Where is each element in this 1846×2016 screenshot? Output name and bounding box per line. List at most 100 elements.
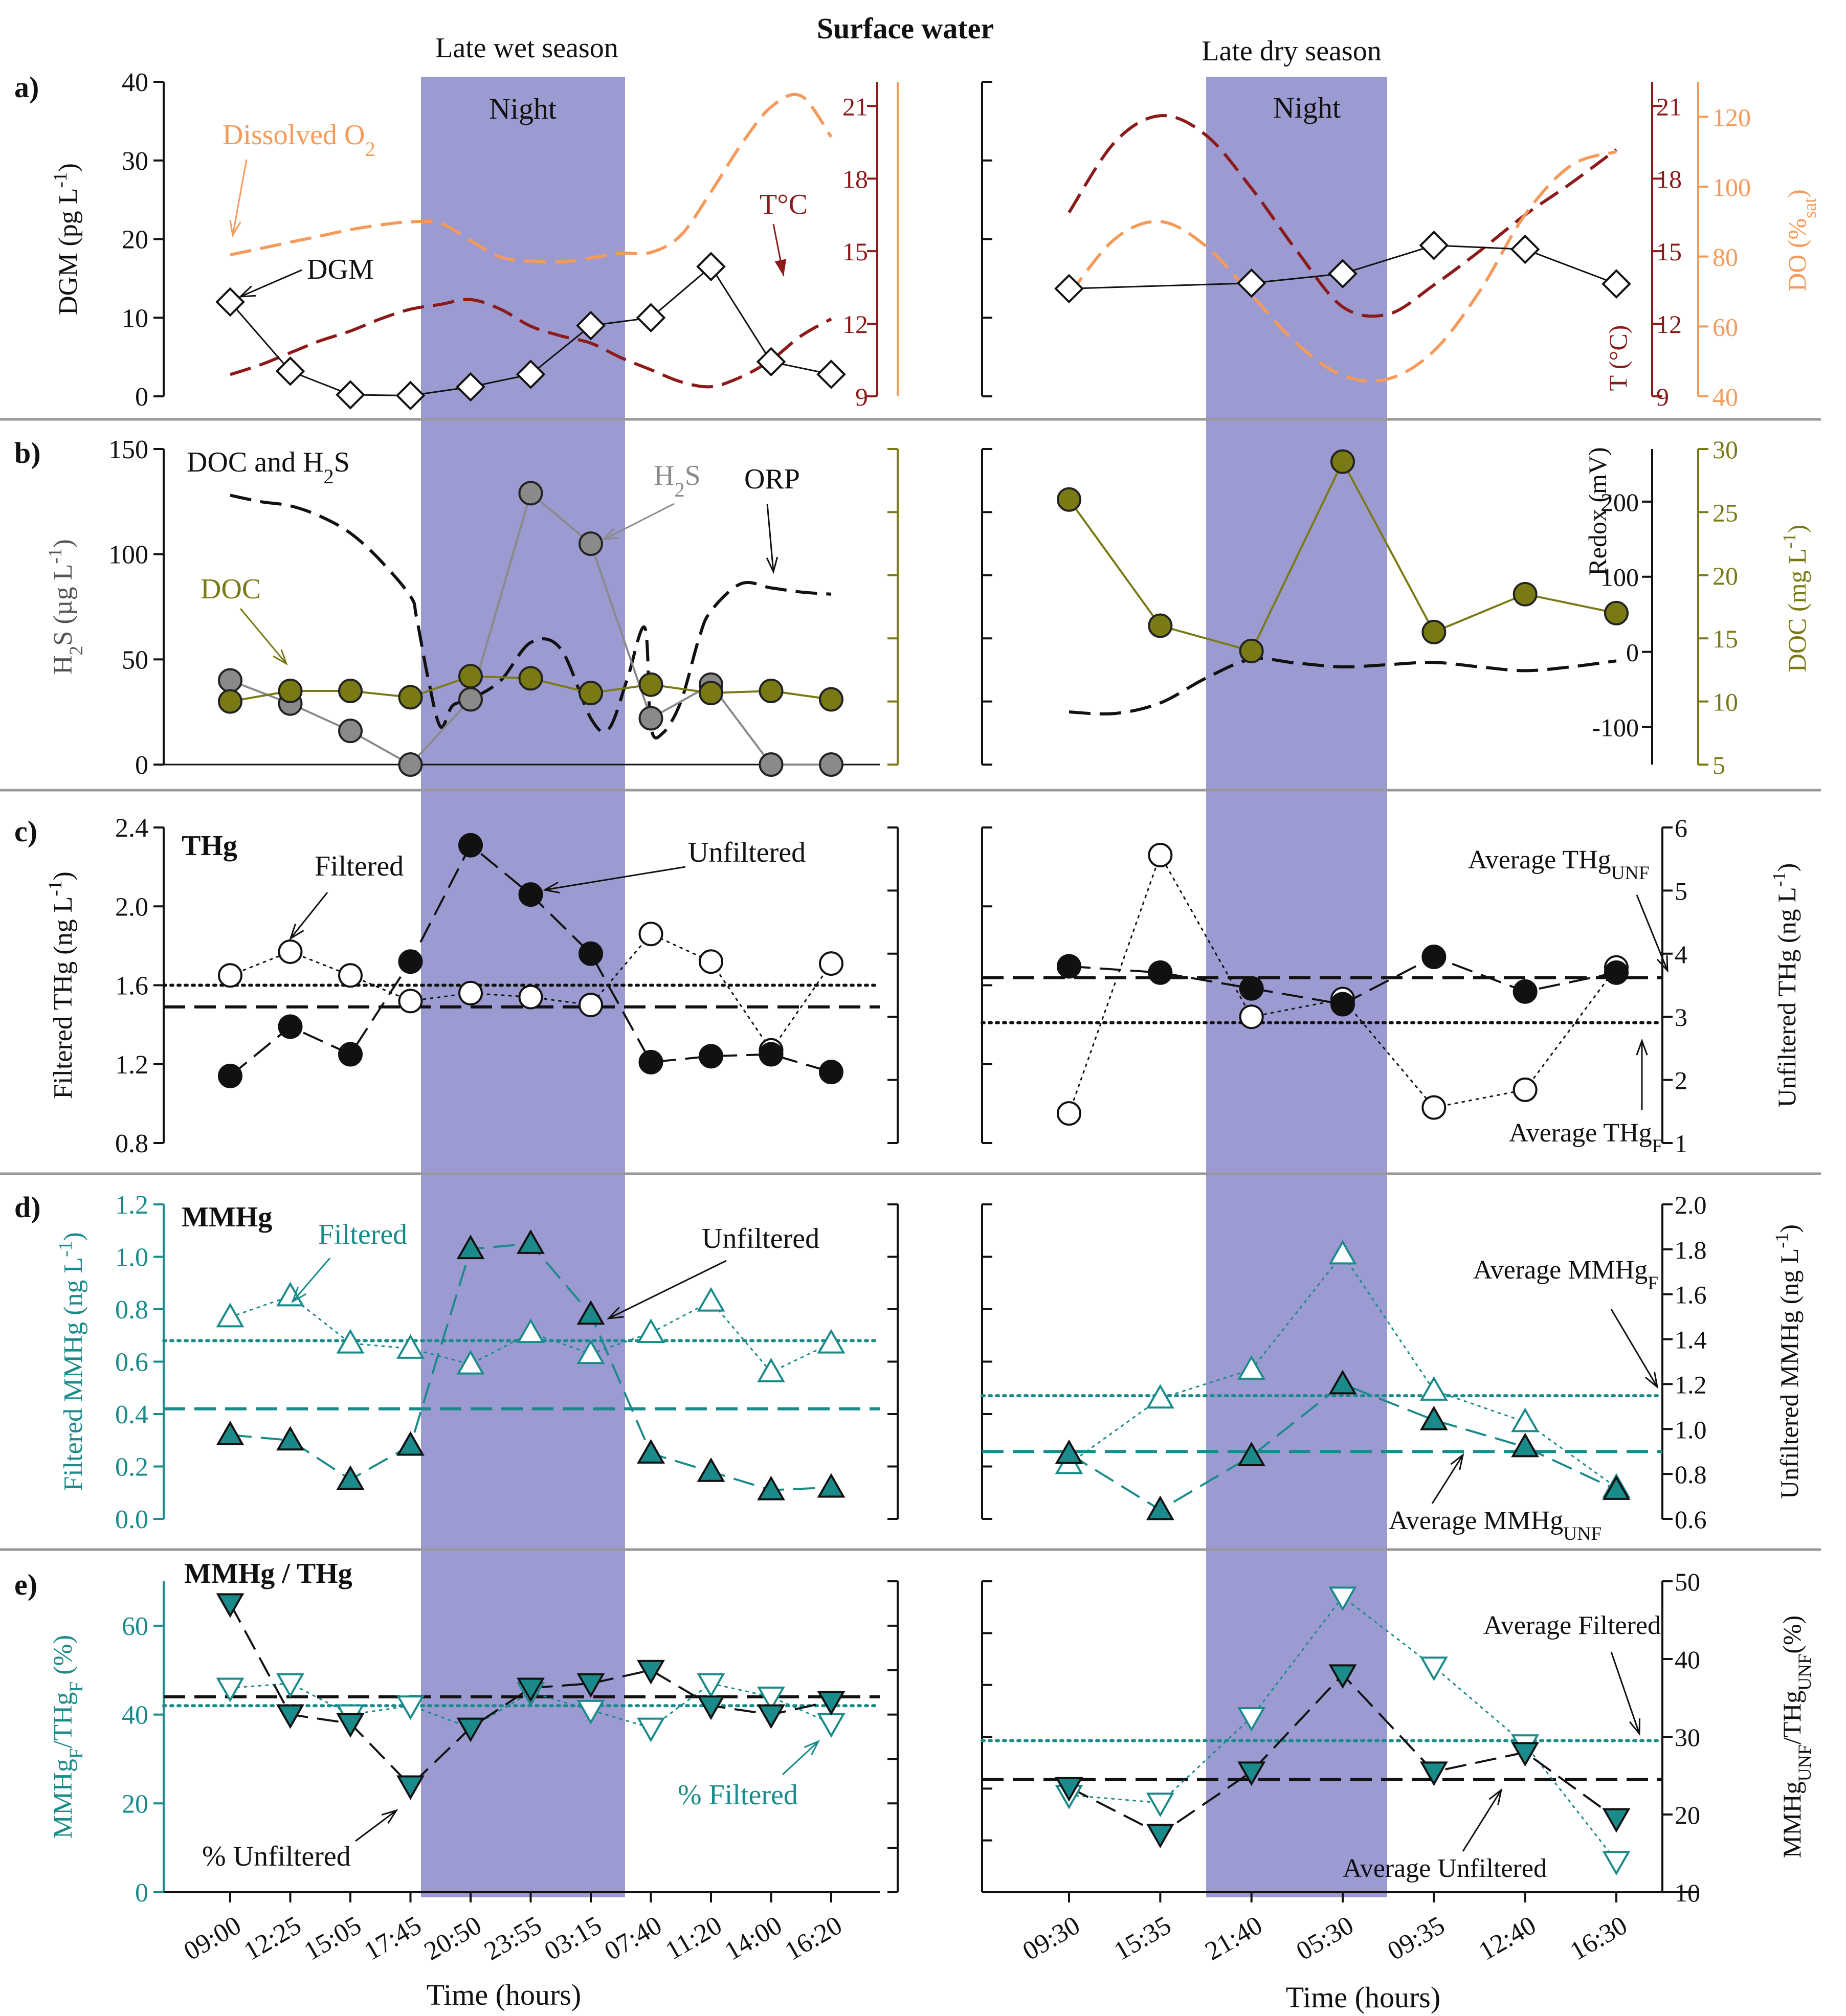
b-wet-doc-point: [819, 687, 843, 712]
e-dry-unfiltered-point: [1055, 1777, 1083, 1802]
e-wet-left-label-part: MMHg: [49, 1759, 78, 1839]
e-dry-right-axis-tick-label: 50: [1675, 1567, 1700, 1596]
b-wet-h2s-point: [819, 752, 843, 777]
d-dry-filtered-point: [1511, 1407, 1540, 1432]
a-wet-dgm-point: [395, 380, 426, 411]
d-dry-ann-avg-unf-part: Average MMHg: [1389, 1506, 1563, 1535]
e-wet-ann-pct-f-part: % Filtered: [678, 1779, 798, 1811]
a-wet-left-axis-tick-label: 0: [135, 383, 148, 412]
a-wet-dgm-point: [636, 303, 666, 333]
a-dry-do-axis-tick-label: 80: [1712, 243, 1738, 272]
c-dry-filtered-point: [1057, 1101, 1081, 1126]
panel-label-e_label: e): [14, 1568, 37, 1601]
d-dry-unfiltered-point: [1146, 1495, 1174, 1520]
e-dry-x-tick-label: 12:40: [1474, 1911, 1541, 1966]
c-dry-unfiltered-point: [1239, 976, 1264, 1001]
e-dry-x-tick-label: 09:30: [1018, 1911, 1085, 1966]
e-wet-ann-pct-unf-part: % Unfiltered: [202, 1841, 351, 1872]
a-dry-t-axis-tick-label: 9: [1656, 383, 1669, 411]
a-wet-dgm-point: [275, 356, 305, 386]
b-dry-orp-line: [1069, 657, 1617, 715]
a-dry-dgm-point: [1602, 269, 1631, 299]
b-dry-doc-point: [1057, 487, 1081, 512]
e-wet-x-tick-label: 09:00: [179, 1911, 246, 1966]
c-wet-unfiltered-point: [518, 882, 543, 907]
b-dry-doc-label: DOC (mg L-1): [1779, 525, 1811, 672]
e-dry-unfiltered-point: [1237, 1761, 1266, 1786]
d-wet-filtered-point: [757, 1357, 785, 1382]
c-wet-unfiltered-point: [819, 1060, 843, 1085]
a-dry-do-axis-tick-label: 100: [1712, 173, 1751, 201]
e-dry-filtered-point: [1328, 1586, 1357, 1611]
d-dry-right-axis-tick-label: 0.6: [1675, 1505, 1707, 1534]
e-dry-ann-avg-unfiltered-part: Average Unfiltered: [1343, 1854, 1547, 1883]
b-wet-left-label-part: ): [49, 539, 78, 548]
e-wet-unfiltered-point: [517, 1677, 545, 1703]
e-wet-filtered-point: [276, 1673, 304, 1698]
c-dry-unfiltered-point: [1604, 960, 1629, 985]
b-wet-doc-point: [638, 672, 663, 697]
c-wet-left-label-part: ): [49, 871, 78, 880]
a-wet-ann-dgm: DGM: [307, 254, 374, 285]
b-wet-ann-doc-arrow: [239, 608, 287, 664]
c-dry-right-axis-tick-label: 3: [1675, 1003, 1687, 1032]
e-dry-unfiltered-point: [1511, 1742, 1540, 1767]
c-dry-ann-avg-f: Average THgF: [1509, 1118, 1662, 1157]
e-wet-ann-pct-unf-arrow: [355, 1809, 397, 1842]
b-dry-doc-point: [1148, 613, 1173, 638]
c-dry-ann-avg-unf-arrow-head: [1656, 955, 1669, 973]
a-wet-ann-do-arrow-head: [229, 220, 241, 238]
b-wet-left-axis-tick-label: 0: [135, 751, 148, 780]
a-wet-ann-t: T°C: [760, 189, 808, 220]
d-wet-filtered-point: [456, 1350, 485, 1375]
e-dry-filtered-point: [1146, 1793, 1174, 1818]
b-dry-doc-axis-tick-label: 20: [1712, 562, 1738, 590]
e-wet-x-tick-label: 03:15: [540, 1911, 607, 1966]
a-wet-right-tick-label: 18: [842, 165, 868, 193]
a-wet-right-tick-label: 21: [842, 92, 868, 121]
night-band-dry: [1206, 77, 1387, 1897]
e-dry-unfiltered-point: [1419, 1761, 1448, 1786]
d-wet-left-label: Filtered MMHg (ng L-1): [55, 1232, 88, 1491]
c-dry-right-label-part: ): [1772, 863, 1801, 872]
a-wet-right-tick-label: 9: [855, 383, 868, 411]
d-wet-unfiltered-point: [216, 1420, 244, 1445]
panel-label-b_label: b): [14, 436, 41, 469]
a-wet-ann-do-part: Dissolved O: [223, 119, 365, 151]
d-wet-ann-filtered-arrow: [292, 1258, 331, 1302]
b-wet-ann-h2s-part: H: [654, 460, 674, 491]
b-wet-left-axis-tick-label: 150: [108, 435, 148, 464]
e-wet-ann-ratio-part: MMHg / THg: [184, 1558, 352, 1589]
panel-label-d_label: d): [14, 1191, 41, 1224]
c-wet-filtered-point: [338, 963, 363, 988]
a-dry-t-label: T (°C): [1604, 325, 1632, 391]
c-wet-ann-unfiltered: Unfiltered: [688, 837, 806, 868]
e-dry-right-axis-tick-label: 40: [1675, 1645, 1700, 1674]
d-wet-left-label-part: ): [59, 1232, 88, 1241]
d-dry-ann-avg-f-arrow: [1610, 1309, 1658, 1387]
e-wet-filtered-point: [637, 1717, 665, 1742]
c-wet-ann-thg-part: THg: [182, 830, 237, 862]
b-dry-redox-axis-tick-label: 200: [1600, 488, 1639, 517]
e-dry-filtered-point: [1602, 1851, 1631, 1876]
d-wet-left-axis-tick-label: 0.6: [115, 1348, 148, 1377]
a-wet-ann-dgm-arrow: [240, 269, 302, 298]
b-wet-ann-doc-arrow-head: [273, 649, 288, 666]
a-dry-t-axis-tick-label: 18: [1656, 165, 1682, 193]
c-dry-ann-avg-unf-arrow: [1636, 894, 1669, 971]
d-wet-left-axis-tick-label: 1.2: [115, 1191, 148, 1220]
b-wet-doc-point: [458, 664, 483, 689]
e-dry-ann-avg-unfiltered-arrow: [1462, 1789, 1502, 1852]
d-wet-unfiltered-point: [576, 1300, 605, 1325]
season-dry-label: Late dry season: [1202, 35, 1381, 67]
panel-label-a_label: a): [14, 71, 39, 104]
c-wet-unfiltered-point: [759, 1042, 784, 1067]
b-wet-h2s-point: [458, 687, 483, 712]
d-wet-ann-filtered: Filtered: [318, 1219, 407, 1250]
b-wet-doc-point: [278, 679, 303, 704]
a-dry-dgm-point: [1419, 230, 1449, 260]
b-dry-redox-label: Redox (mV): [1583, 447, 1612, 575]
b-wet-ann-orp-arrow-head: [766, 556, 779, 574]
e-dry-ann-avg-filtered: Average Filtered: [1483, 1611, 1661, 1640]
e-wet-x-tick-label: 12:25: [239, 1911, 306, 1966]
